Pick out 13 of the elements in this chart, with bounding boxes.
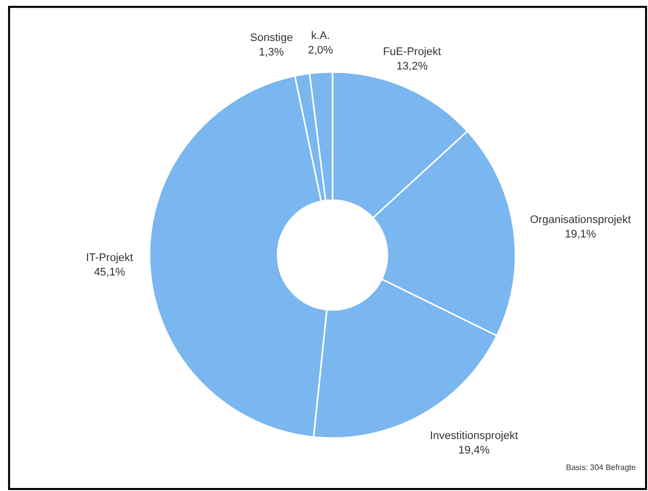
data-label: 19,4% [458,444,490,456]
slice-label: Sonstige [250,32,293,44]
data-label: 45,1% [94,266,126,278]
slice-label: FuE-Projekt [383,46,442,58]
slice-label: Investitionsprojekt [430,430,518,442]
text: Basis: 304 Befragte [566,463,636,472]
slice-label: IT-Projekt [86,252,134,264]
slice-label: Organisationsprojekt [530,214,631,226]
data-label: 1,3% [258,46,284,58]
data-label: 2,0% [308,44,334,56]
slice-label: k.A. [311,30,330,42]
data-label: 19,1% [564,228,596,240]
data-label: 13,2% [396,60,428,72]
